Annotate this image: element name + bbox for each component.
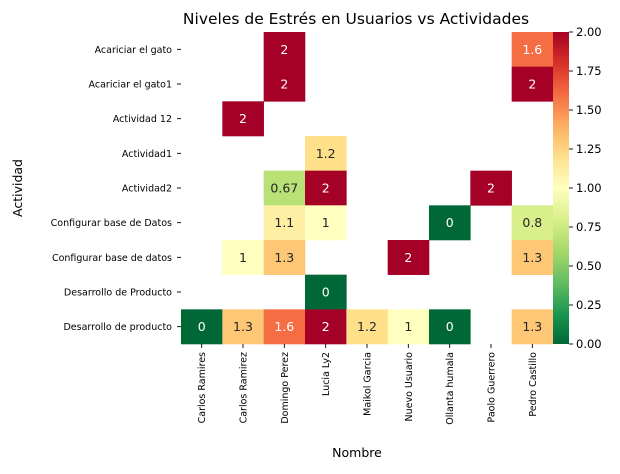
heatmap-cell	[305, 170, 347, 206]
cell-value-label: 0	[446, 215, 454, 230]
y-tick-label: Desarrollo de producto	[63, 322, 172, 333]
y-tick-label: Configurar base de Datos	[51, 218, 172, 229]
heatmap-cell	[263, 170, 306, 206]
x-tick-label: Paolo Guerrero	[487, 352, 498, 423]
cell-value-label: 1.3	[274, 250, 294, 265]
heatmap-cell	[387, 240, 430, 275]
heatmap-cell	[511, 205, 554, 241]
x-tick-label: Lucia Ly2	[321, 352, 332, 396]
colorbar-tick-label: 2.00	[576, 25, 602, 39]
heatmap-cell	[222, 101, 264, 137]
cell-value-label: 1.6	[522, 42, 542, 57]
heatmap-cell	[181, 309, 223, 345]
y-tick-label: Acariciar el gato	[95, 45, 173, 56]
cell-value-label: 0	[198, 319, 206, 334]
cell-value-label: 1	[404, 319, 412, 334]
heatmap-cell	[305, 136, 347, 171]
colorbar: 0.00 0.25 0.50 0.75 1.00 1.25 1.50 1.75 2.00	[553, 25, 602, 351]
cell-value-label: 2	[280, 42, 288, 57]
y-tick-label: Acariciar el gato1	[89, 80, 172, 91]
colorbar-tick-label: 0.50	[576, 259, 602, 273]
heatmap-cell	[263, 309, 306, 345]
heatmap-cell	[305, 309, 347, 345]
colorbar-gradient	[553, 32, 569, 344]
cell-value-label: 2	[528, 77, 536, 92]
cell-value-label: 1.1	[274, 215, 294, 230]
heatmap-cell	[387, 309, 430, 345]
cell-value-label: 2	[322, 181, 330, 196]
heatmap-cell	[305, 205, 347, 241]
x-tick-label: Maikol Garcia	[363, 352, 374, 416]
colorbar-tick-label: 1.75	[576, 64, 602, 78]
heatmap-cells: 2 1.6 2 2 2 1.2 0.67 2 2 1.1 1 0 0.8 1 1.3 2 1.3 0 0 1.3 1.6…	[181, 32, 554, 345]
heatmap-cell	[511, 66, 554, 102]
heatmap-cell	[511, 309, 554, 345]
cell-value-label: 1.6	[274, 319, 294, 334]
heatmap-cell	[263, 205, 306, 241]
colorbar-tick-label: 0.25	[576, 298, 602, 312]
heatmap-cell	[511, 32, 554, 67]
heatmap-cell	[222, 240, 264, 275]
cell-value-label: 2	[404, 250, 412, 265]
colorbar-tick-label: 1.25	[576, 142, 602, 156]
x-tick-label: Domingo Perez	[280, 352, 291, 424]
x-tick-label: Ollanta humala	[445, 352, 456, 425]
y-axis-label: Actividad	[10, 159, 25, 217]
colorbar-tick-label: 0.00	[576, 337, 602, 351]
heatmap-cell	[222, 309, 264, 345]
cell-value-label: 1.2	[316, 146, 336, 161]
heatmap-cell	[305, 274, 347, 310]
chart-title: Niveles de Estrés en Usuarios vs Activid…	[183, 10, 529, 28]
y-tick-label: Desarrollo de Producto	[64, 288, 172, 299]
x-tick-label: Pedro Castillo	[528, 352, 539, 417]
colorbar-tick-label: 1.50	[576, 103, 602, 117]
x-tick-label: Carlos Ramires	[197, 352, 208, 423]
cell-value-label: 1.3	[522, 250, 542, 265]
cell-value-label: 1.2	[357, 319, 377, 334]
y-tick-label: Configurar base de datos	[52, 253, 172, 264]
cell-value-label: 2	[280, 77, 288, 92]
cell-value-label: 2	[322, 319, 330, 334]
y-tick-label: Actividad 12	[113, 114, 172, 125]
x-tick-label: Carlos Ramirez	[239, 352, 250, 423]
colorbar-tick-label: 1.00	[576, 181, 602, 195]
heatmap-cell	[263, 240, 306, 275]
cell-value-label: 1.3	[522, 319, 542, 334]
cell-value-label: 2	[487, 181, 495, 196]
heatmap-cell	[263, 32, 306, 67]
heatmap-cell	[346, 309, 388, 345]
y-tick-label: Actividad1	[122, 149, 172, 160]
cell-value-label: 0	[322, 285, 330, 300]
heatmap-cell	[429, 205, 471, 241]
cell-value-label: 0	[446, 319, 454, 334]
x-tick-label: Nuevo Usuario	[404, 352, 415, 422]
x-tick-labels: Carlos Ramires Carlos Ramirez Domingo Pere…	[197, 344, 539, 425]
heatmap-cell	[470, 170, 512, 206]
cell-value-label: 1	[239, 250, 247, 265]
x-axis-label: Nombre	[332, 445, 382, 460]
heatmap-cell	[429, 309, 471, 345]
colorbar-tick-label: 0.75	[576, 220, 602, 234]
y-tick-labels: Acariciar el gato Acariciar el gato1 Activ…	[51, 45, 181, 333]
cell-value-label: 0.67	[270, 181, 298, 196]
cell-value-label: 1.3	[233, 319, 253, 334]
cell-value-label: 1	[322, 215, 330, 230]
cell-value-label: 0.8	[522, 215, 542, 230]
heatmap-cell	[263, 66, 306, 102]
y-tick-label: Actividad2	[122, 184, 172, 195]
heatmap-cell	[511, 240, 554, 275]
cell-value-label: 2	[239, 111, 247, 126]
